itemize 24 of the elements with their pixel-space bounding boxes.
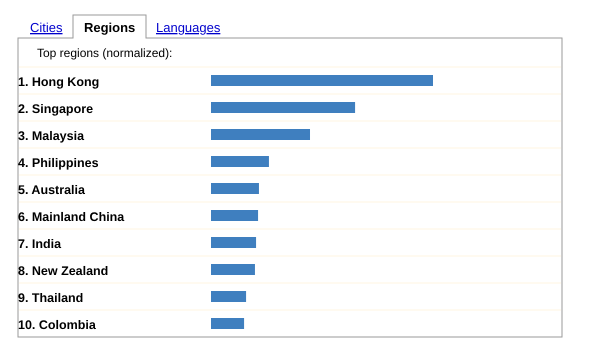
- y-tick-label: 9. Thailand: [18, 291, 84, 305]
- y-tick-label: 1. Hong Kong: [18, 75, 100, 89]
- bar: [211, 102, 356, 113]
- y-tick-label: 10. Colombia: [18, 318, 97, 332]
- y-tick-label: 3. Malaysia: [18, 129, 86, 143]
- bar: [211, 210, 258, 221]
- text: Top regions (normalized):: [37, 46, 172, 60]
- bar: [211, 129, 310, 140]
- text: Regions: [84, 20, 136, 35]
- bar: [211, 318, 244, 329]
- y-tick-label: 8. New Zealand: [18, 264, 108, 278]
- bar: [211, 156, 269, 167]
- text: Languages: [156, 20, 221, 35]
- y-tick-label: 4. Philippines: [18, 156, 99, 170]
- bar: [211, 237, 256, 248]
- bar: [211, 183, 259, 194]
- bar: [211, 264, 255, 275]
- y-tick-label: 2. Singapore: [18, 102, 94, 116]
- y-tick-label: 5. Australia: [18, 183, 86, 197]
- y-tick-label: 6. Mainland China: [18, 210, 126, 224]
- y-tick-label: 7. India: [18, 237, 62, 251]
- bar: [211, 75, 433, 86]
- text: Cities: [30, 20, 64, 35]
- bar: [211, 291, 246, 302]
